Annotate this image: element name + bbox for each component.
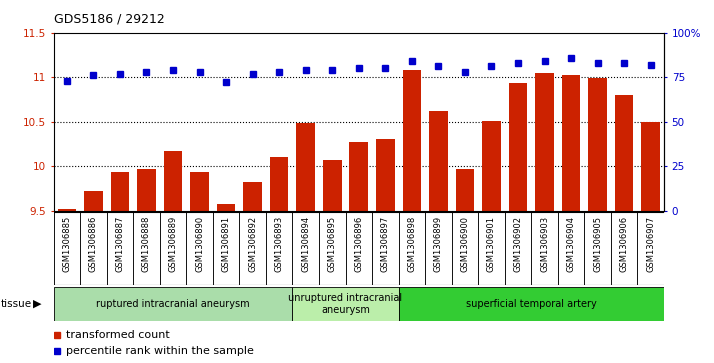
Text: GSM1306905: GSM1306905 — [593, 216, 602, 272]
Bar — [482, 121, 501, 211]
Text: GSM1306894: GSM1306894 — [301, 216, 310, 272]
Bar — [398, 287, 664, 321]
Bar — [376, 139, 395, 211]
Text: tissue: tissue — [1, 299, 32, 309]
Text: GSM1306886: GSM1306886 — [89, 216, 98, 272]
Bar — [349, 142, 368, 211]
Text: ruptured intracranial aneurysm: ruptured intracranial aneurysm — [96, 299, 250, 309]
Text: GSM1306906: GSM1306906 — [620, 216, 629, 272]
Text: GSM1306896: GSM1306896 — [354, 216, 363, 272]
Bar — [588, 78, 607, 211]
Text: GSM1306885: GSM1306885 — [62, 216, 71, 272]
Text: GSM1306888: GSM1306888 — [142, 216, 151, 272]
Text: GSM1306901: GSM1306901 — [487, 216, 496, 272]
Text: transformed count: transformed count — [66, 330, 169, 340]
Bar — [164, 151, 182, 211]
Bar — [296, 123, 315, 211]
Text: unruptured intracranial
aneurysm: unruptured intracranial aneurysm — [288, 293, 403, 315]
Text: GSM1306895: GSM1306895 — [328, 216, 337, 272]
Bar — [270, 157, 288, 211]
Bar — [111, 172, 129, 211]
Text: GSM1306902: GSM1306902 — [513, 216, 523, 272]
Text: GSM1306898: GSM1306898 — [408, 216, 416, 272]
Bar — [536, 73, 554, 211]
Bar — [217, 204, 236, 211]
Bar — [293, 287, 398, 321]
Text: ▶: ▶ — [33, 299, 41, 309]
Text: GSM1306899: GSM1306899 — [434, 216, 443, 272]
Text: GSM1306900: GSM1306900 — [461, 216, 469, 272]
Bar — [641, 122, 660, 211]
Bar — [58, 209, 76, 211]
Text: GSM1306893: GSM1306893 — [275, 216, 283, 272]
Bar — [509, 83, 528, 211]
Text: GSM1306887: GSM1306887 — [116, 216, 124, 272]
Text: GSM1306890: GSM1306890 — [195, 216, 204, 272]
Bar — [190, 172, 208, 211]
Text: GSM1306904: GSM1306904 — [567, 216, 575, 272]
Bar — [615, 95, 633, 211]
Bar — [84, 191, 103, 211]
Bar — [137, 169, 156, 211]
Bar — [323, 160, 341, 211]
Bar — [54, 287, 293, 321]
Text: GSM1306891: GSM1306891 — [221, 216, 231, 272]
Bar — [429, 111, 448, 211]
Text: GSM1306897: GSM1306897 — [381, 216, 390, 272]
Bar — [456, 169, 474, 211]
Text: GSM1306892: GSM1306892 — [248, 216, 257, 272]
Text: superficial temporal artery: superficial temporal artery — [466, 299, 597, 309]
Text: GDS5186 / 29212: GDS5186 / 29212 — [54, 13, 164, 26]
Text: percentile rank within the sample: percentile rank within the sample — [66, 346, 253, 356]
Text: GSM1306907: GSM1306907 — [646, 216, 655, 272]
Bar — [403, 70, 421, 211]
Bar — [562, 76, 580, 211]
Text: GSM1306903: GSM1306903 — [540, 216, 549, 272]
Bar — [243, 182, 262, 211]
Text: GSM1306889: GSM1306889 — [169, 216, 178, 272]
